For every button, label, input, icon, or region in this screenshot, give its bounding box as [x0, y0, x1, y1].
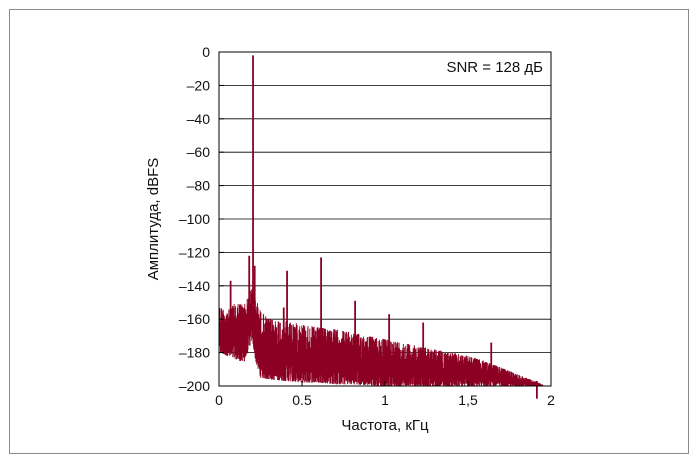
y-tick-label: –160 — [179, 311, 210, 327]
x-tick-label: 1,5 — [458, 392, 478, 408]
y-tick-label: –120 — [179, 244, 210, 260]
y-tick-label: –100 — [179, 211, 210, 227]
y-tick-label: –60 — [187, 144, 211, 160]
x-tick-label: 2 — [547, 392, 555, 408]
y-tick-label: –20 — [187, 77, 211, 93]
x-tick-label: 1 — [381, 392, 389, 408]
noise-floor — [218, 289, 543, 386]
x-axis-ticks: 0 0.5 1 1,5 2 — [215, 381, 555, 408]
grid-lines — [219, 85, 551, 354]
spectral-peaks — [229, 55, 538, 399]
y-tick-label: 0 — [202, 44, 210, 60]
x-tick-label: 0.5 — [292, 392, 312, 408]
x-axis-label: Частота, кГц — [341, 417, 429, 434]
x-tick-label: 0 — [215, 392, 223, 408]
y-axis-ticks: 0 –20 –40 –60 –80 –100 –120 –140 –160 –180 –200 — [179, 44, 224, 394]
y-tick-label: –200 — [179, 378, 210, 394]
y-tick-label: –40 — [187, 111, 211, 127]
y-tick-label: –140 — [179, 278, 210, 294]
y-tick-label: –80 — [187, 178, 211, 194]
y-tick-label: –180 — [179, 345, 210, 361]
noise-floor-trace — [218, 289, 543, 386]
snr-annotation: SNR = 128 дБ — [446, 59, 543, 76]
y-axis-label: Амплитуда, dBFS — [145, 158, 162, 281]
